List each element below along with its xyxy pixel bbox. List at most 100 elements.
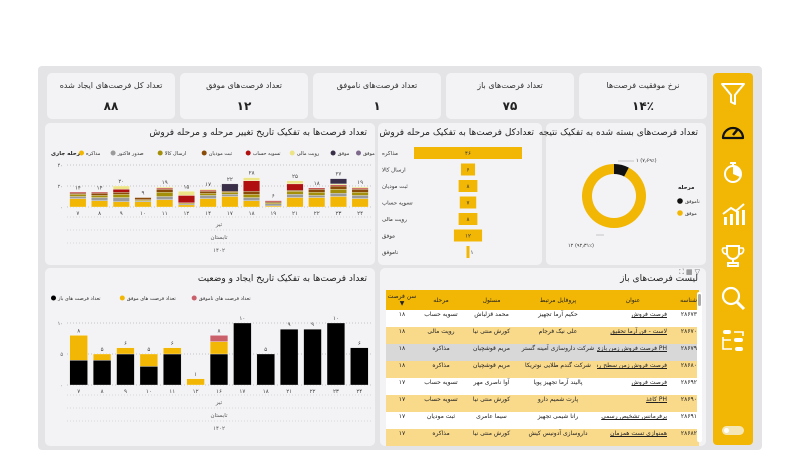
total-label: ۹ [311,322,314,328]
column-header-profile[interactable]: پروفایل مرتبط [519,290,597,310]
legend-swatch [289,150,295,156]
cell-title[interactable]: پرفرمانس تشخیص رسمی [597,412,669,429]
table-row[interactable]: ۲۸۶۹۲ فرصت فروش پالیند آرما تجهیز پویا آوا … [386,378,699,395]
kpi-open: تعداد فرصت‌های باز ۷۵ [446,73,574,119]
bar-segment [264,203,282,207]
funnel-category-label: رویت مالی [382,217,407,223]
x-hierarchy-label: تیر [215,400,223,406]
bar-segment [178,203,195,206]
kpi-title: تعداد فرصت‌های باز [477,81,543,90]
legend-item: رویت مالی [297,151,320,157]
x-tick-label: ۸ [101,389,104,395]
table-row[interactable]: ۲۸۶۷۳ فرصت فروش حکیم آرما تجهیز محمد قزلباش… [386,310,699,327]
column-header-id[interactable]: شناسه [669,290,699,310]
trophy-icon[interactable] [720,243,746,269]
workflow-icon[interactable] [720,327,746,353]
total-label: ۱۷ [205,182,211,188]
legend-swatch [119,295,125,301]
total-label: ۶ [124,341,127,347]
table-row[interactable]: ۲۸۶۹۱ پرفرمانس تشخیص رسمی رانا شیمی تجهیز س… [386,412,699,429]
table-scrollbar[interactable] [697,292,702,442]
bar-segment [116,353,135,386]
search-icon[interactable] [720,285,746,311]
funnel-category-label: ثبت مودیان [382,184,408,190]
cell-title[interactable]: همنوازی تست همزمان [597,429,669,446]
bar-segment [199,193,217,196]
gauge-icon[interactable] [720,119,746,145]
cell-profile: پالیند آرما تجهیز پویا [519,378,597,395]
funnel-bar [466,246,470,258]
cell-profile: شرکت داروسازی آمینه گستر [519,344,597,361]
cell-owner: آوا ناصری مهر [464,378,519,395]
bar-segment [91,192,108,194]
more-options-icon[interactable]: ▦ [685,268,695,276]
cell-title[interactable]: PH کاغذ [597,395,669,412]
bar-segment [112,201,130,208]
cell-stage: مذاکره [418,361,464,378]
bar-segment [156,186,174,189]
legend-title: مرحله جاری [51,151,84,157]
cell-title[interactable]: فرصت فروش [597,378,669,395]
bar-segment [308,197,326,208]
bar-segment [209,335,229,342]
bar-segment [286,197,304,208]
bar-segment [156,189,174,193]
cell-age: ۱۸ [386,344,418,361]
x-tick-label: ۱۰ [140,211,146,217]
kpi-value: ۱۲ [236,99,252,113]
table-row[interactable]: ۲۸۶۸۲ همنوازی تست همزمان داروسازی آدونیس ک… [386,429,699,446]
cell-profile: پارت شمیم دارو [519,395,597,412]
chart-title: تعداد فرصت‌های بسته شده به تفکیک نتیجه [538,128,698,138]
bar-segment [330,193,347,197]
filter-icon[interactable] [720,81,746,107]
kpi-value: ۸۸ [103,99,119,113]
cell-id: ۲۸۶۷۰ [669,327,699,344]
column-header-owner[interactable]: مسئول [464,290,519,310]
legend-item: ناموفق [685,199,700,205]
cell-stage: ثبت مودیان [418,412,464,429]
bar-segment [139,353,158,367]
total-label: ۵ [264,347,267,353]
x-tick-label: ۷ [76,211,79,217]
cell-id: ۲۸۶۸۰ [669,361,699,378]
total-label: ۶ [358,341,361,347]
funnel-value-label: ۱۲ [465,234,471,240]
y-tick-label: ۰ [60,205,63,211]
bar-segment [303,329,322,386]
kpi-successful: تعداد فرصت‌های موفق ۱۲ [180,73,308,119]
focus-mode-icon[interactable]: ⛶ [679,268,686,276]
bar-segment [264,201,282,203]
slice-label: ۱۲ (۹۲٫۳۱٪) [568,243,594,249]
table-row[interactable]: ۲۸۶۷۰ لاست - فن آرما تحقیق علی نیک فرجام کو… [386,327,699,344]
total-label: ۵ [147,347,150,353]
stage-change-chart: تعداد فرصت‌ها به تفکیک تاریخ تغییر مرحله… [45,123,375,265]
cell-title[interactable]: فرصت فروش زمن سطح رسمی ایرانی [597,361,669,378]
column-header-title[interactable]: عنوان [597,290,669,310]
visual-header-icons[interactable]: ⛶▦▽ [679,268,702,277]
legend-item: تعداد فرصت های موفق [127,296,177,302]
bar-segment [134,199,152,201]
legend-swatch [51,295,56,301]
cell-title[interactable]: لاست - فن آرما تحقیق [597,327,669,344]
funnel-bar [458,213,478,225]
cell-title[interactable]: PH فرصت فروش زمن بازی مدیریتی رسمی [597,344,669,361]
theme-toggle[interactable] [722,426,744,435]
bar-segment [308,189,326,193]
stopwatch-icon[interactable] [720,159,746,185]
table-row[interactable]: ۲۸۶۹۰ PH کاغذ پارت شمیم دارو کورش منتی نیا ت… [386,395,699,412]
column-header-stage[interactable]: مرحله [418,290,464,310]
y-tick-label: ۲۰ [58,184,63,190]
bar-segment [221,192,239,195]
bar-segment [112,194,130,198]
funnel-bar [458,180,478,192]
bar-segment [199,198,217,208]
x-hierarchy-label: تابستان [210,413,227,419]
column-header-age[interactable]: سن فرصت ▼ [386,290,418,310]
growth-chart-icon[interactable] [720,201,746,227]
bar-segment [209,353,229,386]
legend-swatch [677,198,683,204]
filter-icon[interactable]: ▽ [694,268,702,276]
cell-title[interactable]: فرصت فروش [597,310,669,327]
